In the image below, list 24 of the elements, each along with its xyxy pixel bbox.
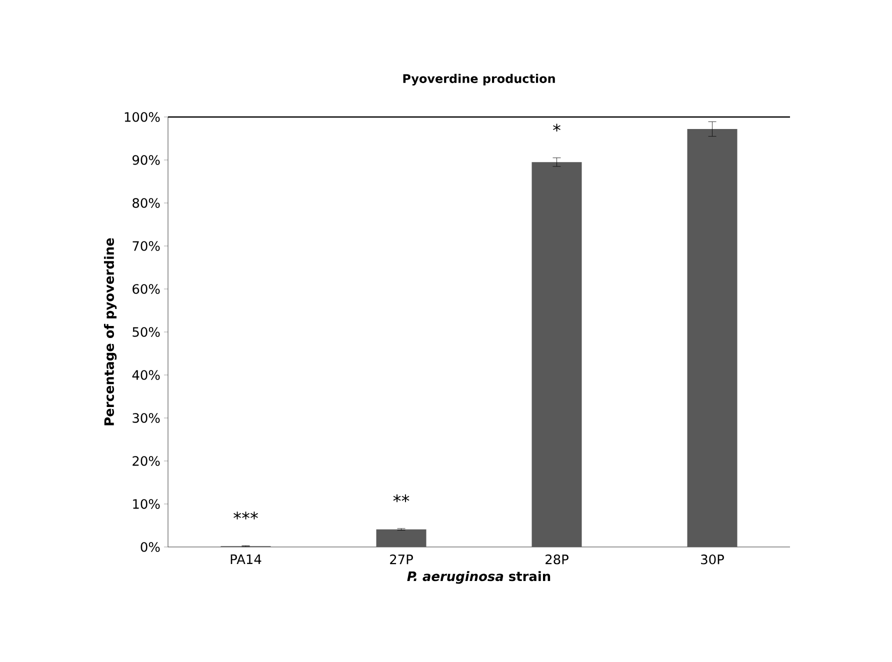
bar [687,129,738,547]
y-tick-label: 10% [133,499,160,509]
x-tick-label: 30P [701,554,724,564]
x-tick-label: 28P [546,554,568,564]
annotation: * [553,124,560,132]
bar [376,529,426,547]
x-tick-label: PA14 [230,554,262,564]
chart-title: Pyoverdine production [403,74,555,86]
y-axis-title: Percentage of pyoverdine [104,238,117,426]
bar [532,162,582,547]
y-tick-label: 20% [132,456,160,466]
annotation: ** [393,494,410,502]
y-tick-label: 0% [140,542,160,552]
text: P. aeruginosa strain [407,571,550,584]
y-tick-label: 30% [132,413,160,423]
y-tick-label: 60% [132,284,160,294]
y-tick-label: 90% [132,155,160,165]
y-tick-label: 80% [132,198,160,208]
x-tick-label: 27P [390,554,413,564]
y-tick-label: 100% [124,112,160,122]
y-tick-label: 70% [132,241,160,251]
y-tick-label: 50% [132,327,160,337]
annotation: *** [234,512,258,520]
y-tick-label: 40% [132,370,160,380]
